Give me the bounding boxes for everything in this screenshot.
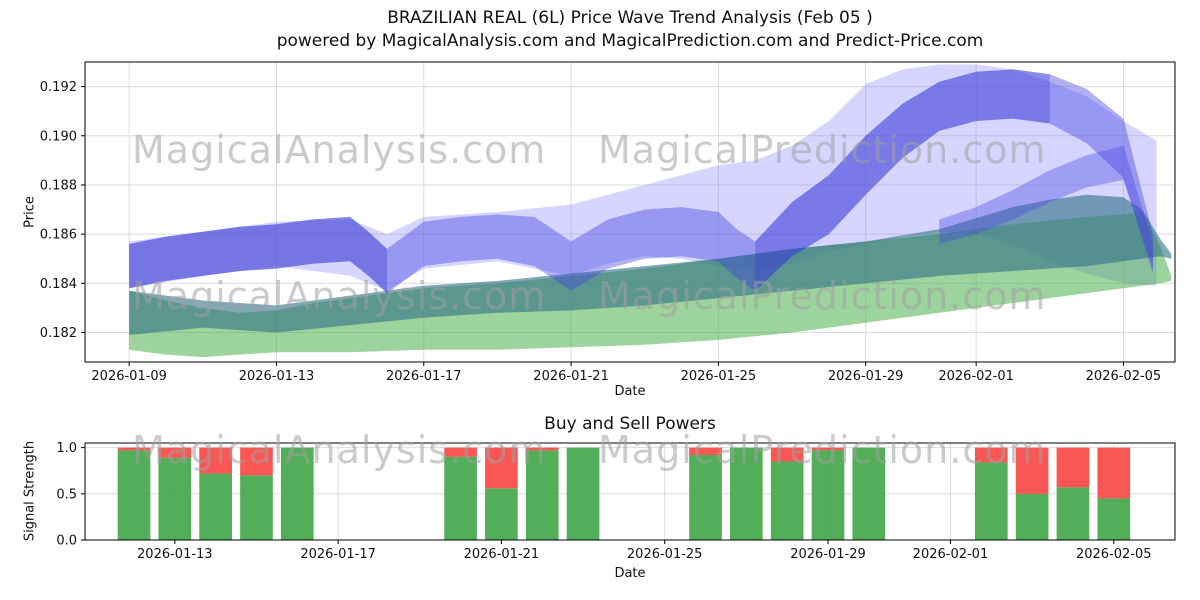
buy-bar-segment: [525, 450, 559, 540]
sell-bar-segment: [444, 447, 477, 457]
buy-bar-segment: [444, 456, 477, 540]
sell-bar-segment: [117, 447, 151, 451]
y-tick-label: 0.190: [40, 129, 77, 144]
sell-bar-segment: [1097, 447, 1131, 499]
buy-bar-segment: [974, 462, 1008, 540]
y-tick-label: 0.186: [40, 228, 77, 243]
buy-bar-segment: [240, 475, 273, 540]
sell-bar-segment: [240, 447, 273, 476]
x-tick-label: 2026-01-29: [790, 547, 866, 562]
date-axis-label-top: Date: [614, 384, 646, 399]
x-tick-label: 2026-02-01: [913, 547, 989, 562]
buy-bar-segment: [770, 461, 804, 540]
x-tick-label: 2026-01-25: [627, 547, 703, 562]
buy-bar-segment: [811, 450, 845, 540]
buy-bar-segment: [158, 457, 192, 540]
y-tick-label: 0.188: [40, 178, 77, 193]
price-axis-label: Price: [22, 196, 38, 228]
chart-subtitle: powered by MagicalAnalysis.com and Magic…: [276, 31, 984, 51]
x-tick-label: 2026-01-17: [300, 547, 376, 562]
buy-bar-segment: [1015, 493, 1049, 540]
y-tick-label: 0.182: [40, 326, 77, 341]
sell-bar-segment: [811, 447, 845, 451]
x-tick-label: 2026-01-13: [239, 369, 315, 384]
x-tick-label: 2026-01-17: [386, 369, 462, 384]
sell-bar-segment: [158, 447, 192, 458]
y-tick-label: 0.5: [56, 487, 77, 502]
x-tick-label: 2026-02-05: [1086, 369, 1162, 384]
bottom-plot-border: [84, 442, 1176, 541]
sell-bar-segment: [199, 447, 232, 474]
buy-bar-segment: [730, 447, 763, 540]
buy-bar-segment: [566, 447, 600, 540]
band-right-rise: [939, 145, 1153, 269]
sell-bar-segment: [689, 447, 722, 456]
signal-strength-axis-label: Signal Strength: [22, 440, 38, 542]
sell-bar-segment: [485, 447, 518, 489]
band-dark-right: [755, 69, 1050, 291]
x-tick-label: 2026-01-09: [91, 369, 167, 384]
sell-bar-segment: [1015, 447, 1049, 494]
sell-bar-segment: [525, 447, 559, 451]
envelope-light: [129, 64, 1157, 291]
chart-title: BRAZILIAN REAL (6L) Price Wave Trend Ana…: [387, 8, 873, 28]
buy-bar-segment: [1056, 487, 1090, 540]
x-tick-label: 2026-01-29: [828, 369, 904, 384]
buy-bar-segment: [199, 473, 232, 540]
x-tick-label: 2026-01-21: [533, 369, 609, 384]
buy-bar-segment: [689, 455, 722, 540]
sell-bar-segment: [974, 447, 1008, 463]
buy-bar-segment: [117, 450, 151, 540]
buy-bar-segment: [485, 488, 518, 540]
y-tick-label: 0.0: [56, 534, 77, 549]
band-dark-left: [129, 216, 387, 294]
y-tick-label: 0.192: [40, 80, 77, 95]
x-tick-label: 2026-01-25: [681, 369, 757, 384]
band-teal: [129, 194, 1172, 335]
y-tick-label: 1.0: [56, 441, 77, 456]
x-tick-label: 2026-01-21: [464, 547, 540, 562]
y-tick-label: 0.184: [40, 277, 77, 292]
bottom-chart-title: Buy and Sell Powers: [544, 414, 716, 434]
sell-bar-segment: [1056, 447, 1090, 488]
sell-bar-segment: [770, 447, 804, 462]
band-main: [129, 69, 1153, 294]
buy-bar-segment: [852, 447, 886, 540]
date-axis-label-bottom: Date: [614, 566, 646, 581]
buy-bar-segment: [1097, 498, 1131, 540]
top-plot-border: [84, 61, 1176, 363]
buy-bar-segment: [280, 447, 314, 540]
x-tick-label: 2026-01-13: [137, 547, 213, 562]
x-tick-label: 2026-02-05: [1076, 547, 1152, 562]
x-tick-label: 2026-02-01: [938, 369, 1014, 384]
